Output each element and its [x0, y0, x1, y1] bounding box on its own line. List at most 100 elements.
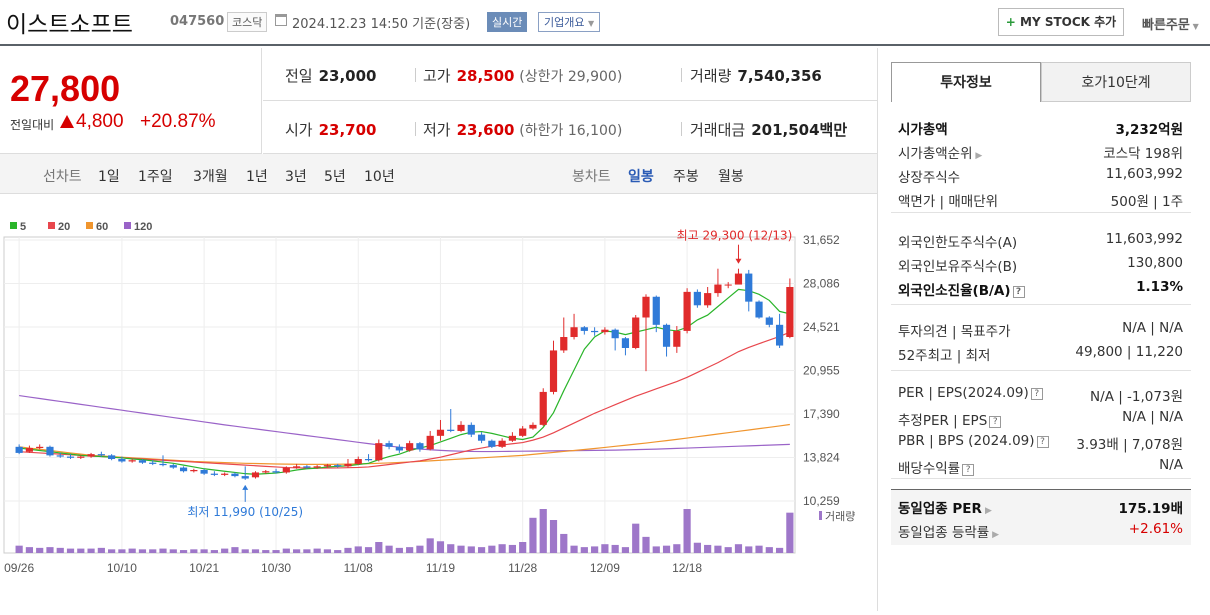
high-annotation: 최고 29,300 (12/13) [677, 229, 793, 243]
volume-bar [426, 538, 434, 553]
range-10y[interactable]: 10년 [364, 169, 395, 185]
info-value: 11,603,992 [1105, 166, 1183, 182]
volume-bar [395, 547, 403, 553]
tab-orderbook[interactable]: 호가10단계 [1041, 62, 1191, 102]
info-key: 액면가 | 매매단위 [898, 190, 998, 210]
info-value: N/A | N/A [1122, 409, 1183, 425]
legend-swatch [48, 222, 55, 229]
range-1y[interactable]: 1년 [246, 169, 268, 185]
help-icon[interactable]: ? [1030, 388, 1043, 400]
info-key-text: 투자의견 | 목표주가 [898, 324, 1011, 340]
volume-bar [334, 550, 342, 553]
plus-icon: + [1005, 15, 1016, 29]
info-key: 52주최고 | 최저 [898, 344, 990, 364]
candle-body [488, 440, 496, 447]
candle-body [591, 330, 599, 333]
info-key-text: 외국인보유주식수(B) [898, 259, 1018, 275]
info-row[interactable]: PBR | BPS (2024.09)? 3.93배 | 7,078원 [898, 433, 1183, 453]
info-row: 52주최고 | 최저 49,800 | 11,220 [898, 344, 1183, 364]
price-chart[interactable]: 5 20 60 120 31,652 28,086 24,521 20,955 17,390 13… [0, 195, 877, 611]
candle-body [436, 429, 445, 436]
info-key-text: PBR | BPS (2024.09) [898, 433, 1035, 449]
candle-body [15, 446, 23, 453]
info-value: +2.61% [1128, 521, 1183, 537]
volume-bar [488, 545, 496, 553]
volume-bar [190, 549, 198, 553]
info-value: 130,800 [1127, 255, 1183, 271]
tab-investment-info[interactable]: 투자정보 [891, 62, 1041, 102]
candle-body [251, 472, 260, 478]
lower-limit: (하한가 16,100) [519, 123, 623, 139]
y-tick-label: 10,259 [803, 494, 840, 508]
candle-body [673, 330, 681, 347]
volume-bar [477, 547, 486, 553]
info-row[interactable]: 동일업종 등락률 ▶ +2.61% [898, 521, 1183, 541]
info-row[interactable]: 추정PER | EPS? N/A | N/A [898, 409, 1183, 429]
info-value: 코스닥 198위 [1103, 146, 1183, 162]
period-daily[interactable]: 일봉 [628, 169, 654, 185]
volume-bar [87, 548, 95, 553]
info-key: PER | EPS(2024.09)? [898, 385, 1043, 401]
candle-body [231, 473, 239, 477]
volume-bar [97, 547, 105, 553]
add-mystock-button[interactable]: + MY STOCK 추가 [998, 8, 1124, 36]
corp-info-label: 기업개요 [544, 16, 585, 29]
arrow-right-icon: ▶ [989, 530, 1000, 540]
realtime-button[interactable]: 실시간 [487, 12, 528, 32]
candle-body [66, 456, 75, 458]
help-icon[interactable]: ? [1036, 436, 1049, 448]
candle-chart-label: 봉차트 [572, 169, 611, 185]
period-monthly[interactable]: 월봉 [718, 169, 744, 185]
info-row[interactable]: 외국인소진율(B/A)? 1.13% [898, 279, 1183, 299]
candle-body [519, 428, 527, 436]
volume-value: 7,540,356 [737, 67, 822, 85]
info-key: 시가총액 [898, 118, 948, 138]
corp-info-dropdown[interactable]: 기업개요 ▼ [538, 12, 601, 32]
info-row[interactable]: 동일업종 PER ▶ 175.19배 [898, 497, 1183, 517]
volume-bar [714, 545, 722, 553]
range-1d[interactable]: 1일 [98, 169, 120, 185]
low-value: 23,600 [456, 121, 515, 139]
help-icon[interactable]: ? [1012, 286, 1025, 298]
candle-body [385, 443, 393, 447]
range-3y[interactable]: 3년 [285, 169, 307, 185]
info-panel: 투자정보 호가10단계 시가총액 3,232억원 시가총액순위 ▶ 코스닥 198위 상… [877, 48, 1210, 611]
help-icon[interactable]: ? [989, 416, 1002, 428]
info-key-text: 동일업종 PER [898, 501, 982, 517]
x-tick-label: 09/26 [4, 561, 34, 575]
candlestick-chart[interactable]: 5 20 60 120 31,652 28,086 24,521 20,955 17,390 13… [0, 195, 877, 611]
range-5y[interactable]: 5년 [324, 169, 346, 185]
info-key: 투자의견 | 목표주가 [898, 320, 1011, 340]
divider [681, 122, 682, 136]
candle-body [323, 465, 332, 467]
volume-legend-swatch [819, 511, 822, 520]
candle-body [580, 327, 588, 331]
candle-body [282, 467, 290, 473]
volume-bar [138, 549, 147, 553]
legend-label: 20 [58, 221, 70, 233]
info-row[interactable]: PER | EPS(2024.09)? N/A | -1,073원 [898, 385, 1183, 405]
y-tick-label: 31,652 [803, 233, 840, 247]
info-value: 3,232억원 [1115, 122, 1183, 138]
info-key-text: 시가총액순위 [898, 146, 973, 162]
candle-body [313, 466, 321, 468]
chart-toolbar: 선차트 1일 1주일 3개월 1년 3년 5년 10년 봉차트 일봉 주봉 월봉 [0, 154, 877, 194]
quick-order-button[interactable]: 빠른주문 ▼ [1142, 14, 1199, 33]
info-row[interactable]: 배당수익률? N/A [898, 457, 1183, 477]
help-icon[interactable]: ? [962, 464, 975, 476]
divider [415, 68, 416, 82]
volume-bar [508, 544, 516, 553]
low-price: 저가 23,600 (하한가 16,100) [423, 119, 622, 140]
up-triangle-icon [60, 115, 74, 128]
range-3m[interactable]: 3개월 [193, 169, 228, 185]
high-price: 고가 28,500 (상한가 29,900) [423, 65, 622, 86]
volume-bar [734, 544, 743, 553]
period-weekly[interactable]: 주봉 [673, 169, 699, 185]
volume-bar [447, 544, 455, 553]
range-1w[interactable]: 1주일 [138, 169, 173, 185]
info-row[interactable]: 시가총액순위 ▶ 코스닥 198위 [898, 142, 1183, 162]
candle-body [118, 459, 126, 462]
info-key-text: 52주최고 | 최저 [898, 348, 991, 364]
divider [681, 68, 682, 82]
volume-bar [611, 544, 619, 553]
